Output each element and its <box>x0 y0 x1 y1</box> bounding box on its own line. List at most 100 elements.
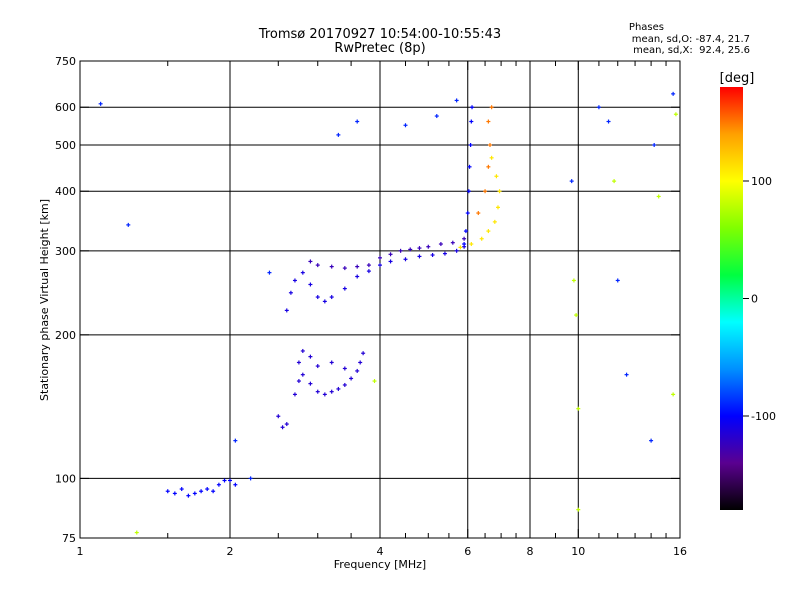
data-point <box>322 392 327 397</box>
data-point <box>355 368 360 373</box>
y-tick-label: 200 <box>55 329 76 342</box>
data-point <box>470 105 475 110</box>
data-point <box>438 242 443 247</box>
data-point <box>454 98 459 103</box>
data-point <box>315 295 320 300</box>
y-tick-label: 500 <box>55 139 76 152</box>
data-point <box>300 372 305 377</box>
colorbar <box>720 87 743 510</box>
data-point <box>292 392 297 397</box>
y-tick-label: 600 <box>55 101 76 114</box>
grid-lines <box>80 61 680 538</box>
data-point <box>624 372 629 377</box>
data-point <box>349 376 354 381</box>
data-point <box>403 123 408 128</box>
data-point <box>450 240 455 245</box>
data-point <box>469 119 474 124</box>
data-point <box>492 219 497 224</box>
data-point <box>358 360 363 365</box>
phase-stats-x: mean, sd,X: 92.4, 25.6 <box>633 45 750 56</box>
data-point <box>576 406 581 411</box>
data-point <box>228 478 232 483</box>
data-point <box>192 491 197 496</box>
data-point <box>576 507 581 512</box>
data-point <box>403 257 408 262</box>
data-point <box>466 189 471 194</box>
data-point <box>233 482 238 487</box>
data-point <box>458 245 463 250</box>
data-point <box>222 478 227 483</box>
data-point <box>329 360 334 365</box>
data-point <box>462 242 467 247</box>
data-point <box>315 263 320 268</box>
data-points <box>98 91 678 535</box>
data-point <box>497 189 502 194</box>
data-point <box>656 194 661 199</box>
data-point <box>172 491 177 496</box>
data-point <box>211 489 216 494</box>
data-point <box>417 246 422 251</box>
data-point <box>366 269 371 274</box>
data-point <box>489 105 494 110</box>
data-point <box>615 278 620 283</box>
x-tick-label: 1 <box>77 545 84 558</box>
colorbar-tick-label: -100 <box>751 410 776 423</box>
data-point <box>248 476 253 481</box>
data-point <box>430 253 435 258</box>
data-point <box>489 155 494 160</box>
data-point <box>342 286 347 291</box>
data-point <box>233 438 238 443</box>
data-point <box>134 530 139 535</box>
data-point <box>606 119 611 124</box>
data-point <box>486 119 491 124</box>
data-point <box>495 205 500 210</box>
data-point <box>329 264 334 269</box>
data-point <box>355 264 360 269</box>
data-point <box>361 351 366 356</box>
x-axis-label: Frequency [MHz] <box>334 558 426 571</box>
data-point <box>308 282 313 287</box>
data-point <box>574 313 579 318</box>
data-point <box>378 255 382 260</box>
chart-title: Tromsø 20170927 10:54:00-10:55:43 <box>258 27 502 42</box>
data-point <box>671 392 676 397</box>
y-tick-label: 750 <box>55 55 76 68</box>
data-point <box>467 164 472 169</box>
data-point <box>486 164 491 169</box>
data-point <box>336 386 341 391</box>
data-point <box>205 487 210 492</box>
colorbar-label: [deg] <box>720 71 755 86</box>
data-point <box>468 142 473 147</box>
data-point <box>388 252 393 257</box>
data-point <box>216 482 221 487</box>
data-point <box>469 242 474 247</box>
data-point <box>652 142 657 147</box>
y-axis-label: Stationary phase Virtual Height [km] <box>38 199 51 401</box>
data-point <box>476 211 481 216</box>
x-tick-label: 6 <box>464 545 471 558</box>
data-point <box>483 189 488 194</box>
data-point <box>486 229 491 234</box>
data-point <box>300 348 305 353</box>
data-point <box>366 263 371 268</box>
data-point <box>488 142 493 147</box>
colorbar-ticks: 100 0 -100 <box>743 175 776 423</box>
y-tick-label: 300 <box>55 245 76 258</box>
x-tick-label: 2 <box>227 545 234 558</box>
data-point <box>308 354 313 359</box>
data-point <box>292 278 297 283</box>
data-point <box>329 389 334 394</box>
data-point <box>372 379 377 384</box>
data-point <box>186 493 191 498</box>
data-point <box>267 270 272 275</box>
x-tick-label: 10 <box>571 545 585 558</box>
data-point <box>308 381 313 386</box>
colorbar-tick-label: 100 <box>751 175 772 188</box>
y-tick-label: 75 <box>62 532 76 545</box>
data-point <box>417 254 422 259</box>
data-point <box>315 364 320 369</box>
data-point <box>398 248 403 253</box>
data-point <box>308 259 313 264</box>
data-point <box>465 211 470 216</box>
data-point <box>315 389 320 394</box>
